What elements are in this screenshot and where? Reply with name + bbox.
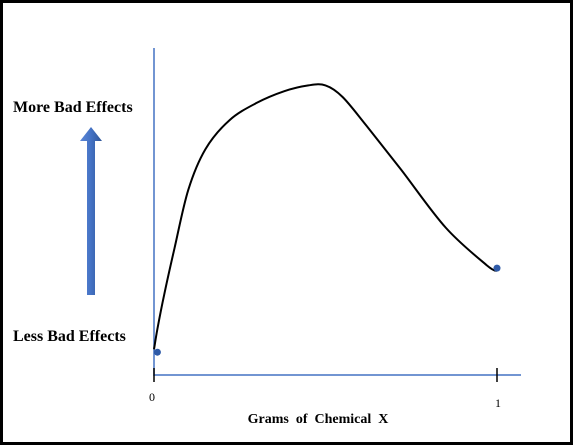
chart-svg: 0 1 Grams of Chemical X More Bad Effects… bbox=[13, 48, 521, 427]
y-label-low: Less Bad Effects bbox=[13, 328, 126, 345]
series-line-0 bbox=[153, 83, 498, 350]
x-axis-label: Grams of Chemical X bbox=[248, 412, 389, 427]
y-label-high: More Bad Effects bbox=[13, 99, 133, 116]
data-point-0 bbox=[153, 348, 161, 356]
x-tick-label-0: 0 bbox=[149, 390, 155, 404]
data-point-1 bbox=[493, 264, 501, 272]
x-tick-label-1: 1 bbox=[495, 396, 501, 410]
up-arrow-icon bbox=[80, 127, 102, 295]
chart-marks bbox=[153, 83, 501, 356]
